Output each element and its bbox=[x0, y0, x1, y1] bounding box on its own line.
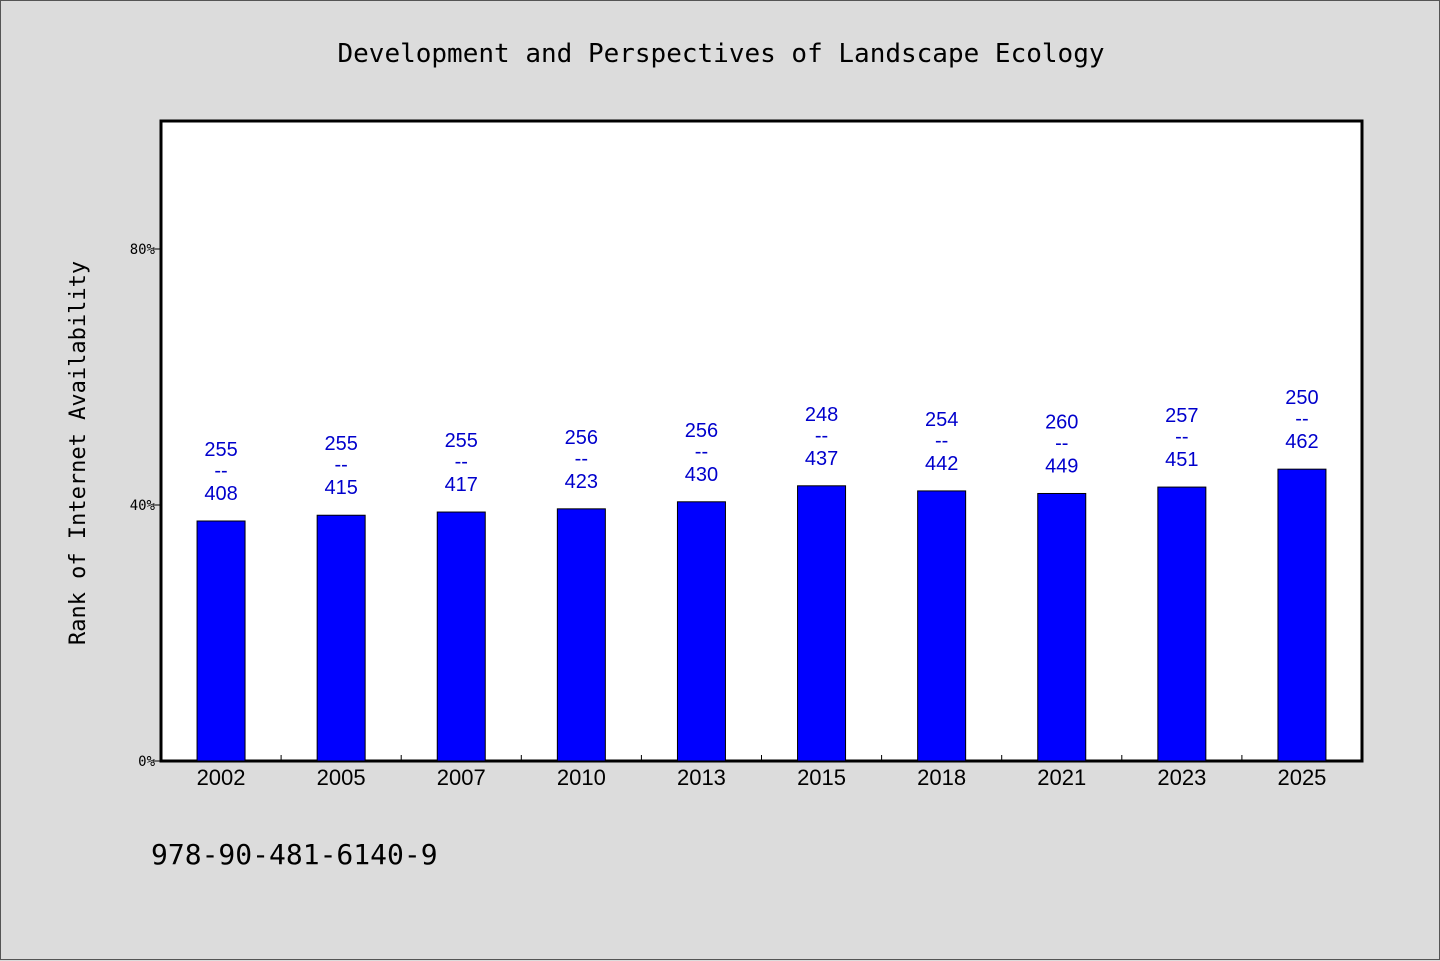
data-label-top: 250 bbox=[1285, 387, 1318, 409]
chart-marks: 0%40%80%2002255--4082005255--4152007255-… bbox=[130, 242, 1327, 790]
data-label-top: 256 bbox=[685, 420, 718, 442]
data-label-top: 254 bbox=[925, 409, 958, 431]
bar bbox=[1277, 468, 1327, 762]
data-label-separator: -- bbox=[815, 425, 828, 447]
bar bbox=[917, 490, 967, 762]
data-label-bottom: 437 bbox=[805, 448, 838, 470]
data-label-bottom: 423 bbox=[565, 471, 598, 493]
x-tick-label: 2021 bbox=[1037, 765, 1086, 790]
x-tick-label: 2025 bbox=[1277, 765, 1326, 790]
data-label-top: 255 bbox=[204, 439, 237, 461]
data-label-separator: -- bbox=[214, 460, 227, 482]
bar bbox=[556, 508, 606, 762]
y-tick-label: 40% bbox=[130, 498, 156, 514]
data-label-top: 255 bbox=[445, 430, 478, 452]
data-label-top: 257 bbox=[1165, 405, 1198, 427]
data-label-bottom: 449 bbox=[1045, 455, 1078, 477]
data-label-top: 248 bbox=[805, 404, 838, 426]
x-tick-label: 2018 bbox=[917, 765, 966, 790]
data-label-separator: -- bbox=[334, 454, 347, 476]
data-label-separator: -- bbox=[935, 430, 948, 452]
bar bbox=[316, 514, 366, 762]
bar bbox=[797, 485, 847, 762]
bar bbox=[1037, 492, 1087, 762]
data-label-bottom: 430 bbox=[685, 464, 718, 486]
data-label-separator: -- bbox=[1295, 408, 1308, 430]
y-tick-label: 0% bbox=[138, 754, 155, 770]
x-tick-label: 2015 bbox=[797, 765, 846, 790]
chart-title: Development and Perspectives of Landscap… bbox=[337, 39, 1104, 69]
data-label-top: 256 bbox=[565, 427, 598, 449]
bar bbox=[1157, 486, 1207, 762]
data-label-bottom: 408 bbox=[204, 483, 237, 505]
data-label-separator: -- bbox=[695, 441, 708, 463]
data-label-bottom: 417 bbox=[445, 474, 478, 496]
data-label-bottom: 415 bbox=[324, 477, 357, 499]
data-label-top: 260 bbox=[1045, 411, 1078, 433]
data-label-separator: -- bbox=[455, 451, 468, 473]
x-tick-label: 2010 bbox=[557, 765, 606, 790]
bar bbox=[676, 501, 726, 762]
y-tick-label: 80% bbox=[130, 242, 156, 258]
x-tick-label: 2002 bbox=[197, 765, 246, 790]
x-tick-label: 2013 bbox=[677, 765, 726, 790]
data-label-top: 255 bbox=[324, 433, 357, 455]
data-label-separator: -- bbox=[1175, 426, 1188, 448]
x-tick-label: 2005 bbox=[317, 765, 366, 790]
x-tick-label: 2023 bbox=[1157, 765, 1206, 790]
bar bbox=[196, 520, 246, 762]
bar bbox=[436, 511, 486, 762]
data-label-bottom: 462 bbox=[1285, 431, 1318, 453]
data-label-separator: -- bbox=[1055, 432, 1068, 454]
data-label-separator: -- bbox=[575, 448, 588, 470]
y-axis-label: Rank of Internet Availability bbox=[66, 261, 91, 645]
data-label-bottom: 442 bbox=[925, 453, 958, 475]
footer-isbn: 978-90-481-6140-9 bbox=[151, 838, 438, 871]
x-tick-label: 2007 bbox=[437, 765, 486, 790]
data-label-bottom: 451 bbox=[1165, 449, 1198, 471]
